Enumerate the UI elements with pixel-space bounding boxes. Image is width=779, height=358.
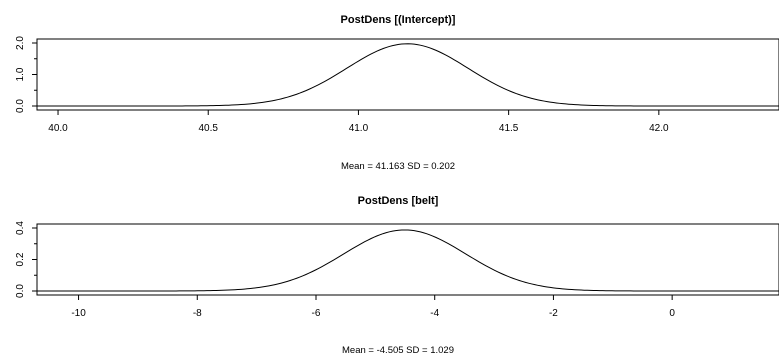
plot-title: PostDens [(Intercept)] — [341, 14, 456, 26]
x-tick-label: -4 — [430, 308, 439, 319]
plot-frame — [36, 223, 779, 296]
x-tick-label: -8 — [193, 308, 202, 319]
x-tick-label: -2 — [549, 308, 558, 319]
y-tick-label: 0.0 — [15, 284, 26, 298]
y-tick-label: 0.0 — [15, 99, 26, 113]
density-curve — [37, 229, 779, 292]
plot-title: PostDens [belt] — [358, 195, 439, 207]
belt-density-panel: PostDens [belt]-10-8-6-4-2020.00.20.4Mea… — [15, 195, 779, 356]
x-tick-label: 40.5 — [198, 123, 218, 134]
density-curve — [37, 43, 779, 107]
y-tick-label: 0.2 — [15, 252, 26, 266]
x-tick-label: 0 — [669, 308, 675, 319]
x-tick-label: 40.0 — [48, 123, 68, 134]
y-tick-label: 2.0 — [15, 36, 26, 50]
x-tick-label: 42.0 — [649, 123, 669, 134]
intercept-density-panel: PostDens [(Intercept)] 40.0 40.5 41.0 41.5 42… — [15, 14, 779, 172]
plot-frame — [36, 38, 779, 111]
mean-sd-caption: Mean = -4.505 SD = 1.029 — [342, 345, 454, 356]
x-tick-label: 41.5 — [499, 123, 519, 134]
x-tick-label: -6 — [312, 308, 321, 319]
y-tick-label: 1.0 — [15, 67, 26, 81]
x-tick-label: 41.0 — [349, 123, 369, 134]
x-tick-label: -10 — [71, 308, 86, 319]
mean-sd-caption: Mean = 41.163 SD = 0.202 — [341, 161, 455, 172]
y-tick-label: 0.4 — [15, 221, 26, 235]
